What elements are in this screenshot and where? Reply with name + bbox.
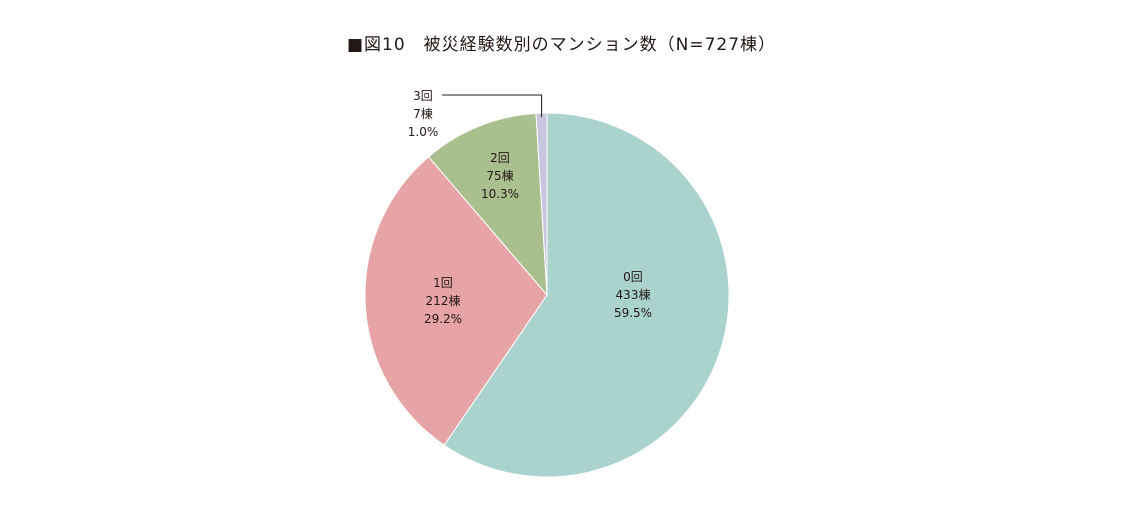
slice-label-1: 1回 212棟 29.2% [424,276,462,326]
slice-count-label: 212棟 [426,293,461,308]
slice-percent-label: 1.0% [408,125,439,139]
slice-label-3: 3回 7棟 1.0% [408,89,439,139]
slice-label-0: 0回 433棟 59.5% [614,270,652,320]
leader-line [442,94,543,118]
slice-category-label: 1回 [433,276,453,290]
slice-count-label: 7棟 [413,106,433,121]
pie-slice-0 [443,112,730,478]
slice-category-label: 2回 [490,151,510,165]
slice-category-label: 0回 [623,270,643,284]
pie-slice-2 [427,112,548,297]
slice-count-label: 433棟 [616,287,651,302]
slice-category-label: 3回 [413,89,433,103]
slice-percent-label: 59.5% [614,306,652,320]
slice-count-label: 75棟 [486,168,513,183]
pie-labels: 0回 433棟 59.5% 1回 212棟 29.2% 2回 75棟 10.3% 3回 7棟 1.0% [408,89,652,326]
slice-label-2: 2回 75棟 10.3% [481,151,519,201]
slice-percent-label: 10.3% [481,187,519,201]
slice-percent-label: 29.2% [424,312,462,326]
pie-slices [364,112,730,478]
chart-title: ■図10 被災経験数別のマンション数（N=727棟） [346,35,777,55]
pie-slice-1 [364,156,548,446]
